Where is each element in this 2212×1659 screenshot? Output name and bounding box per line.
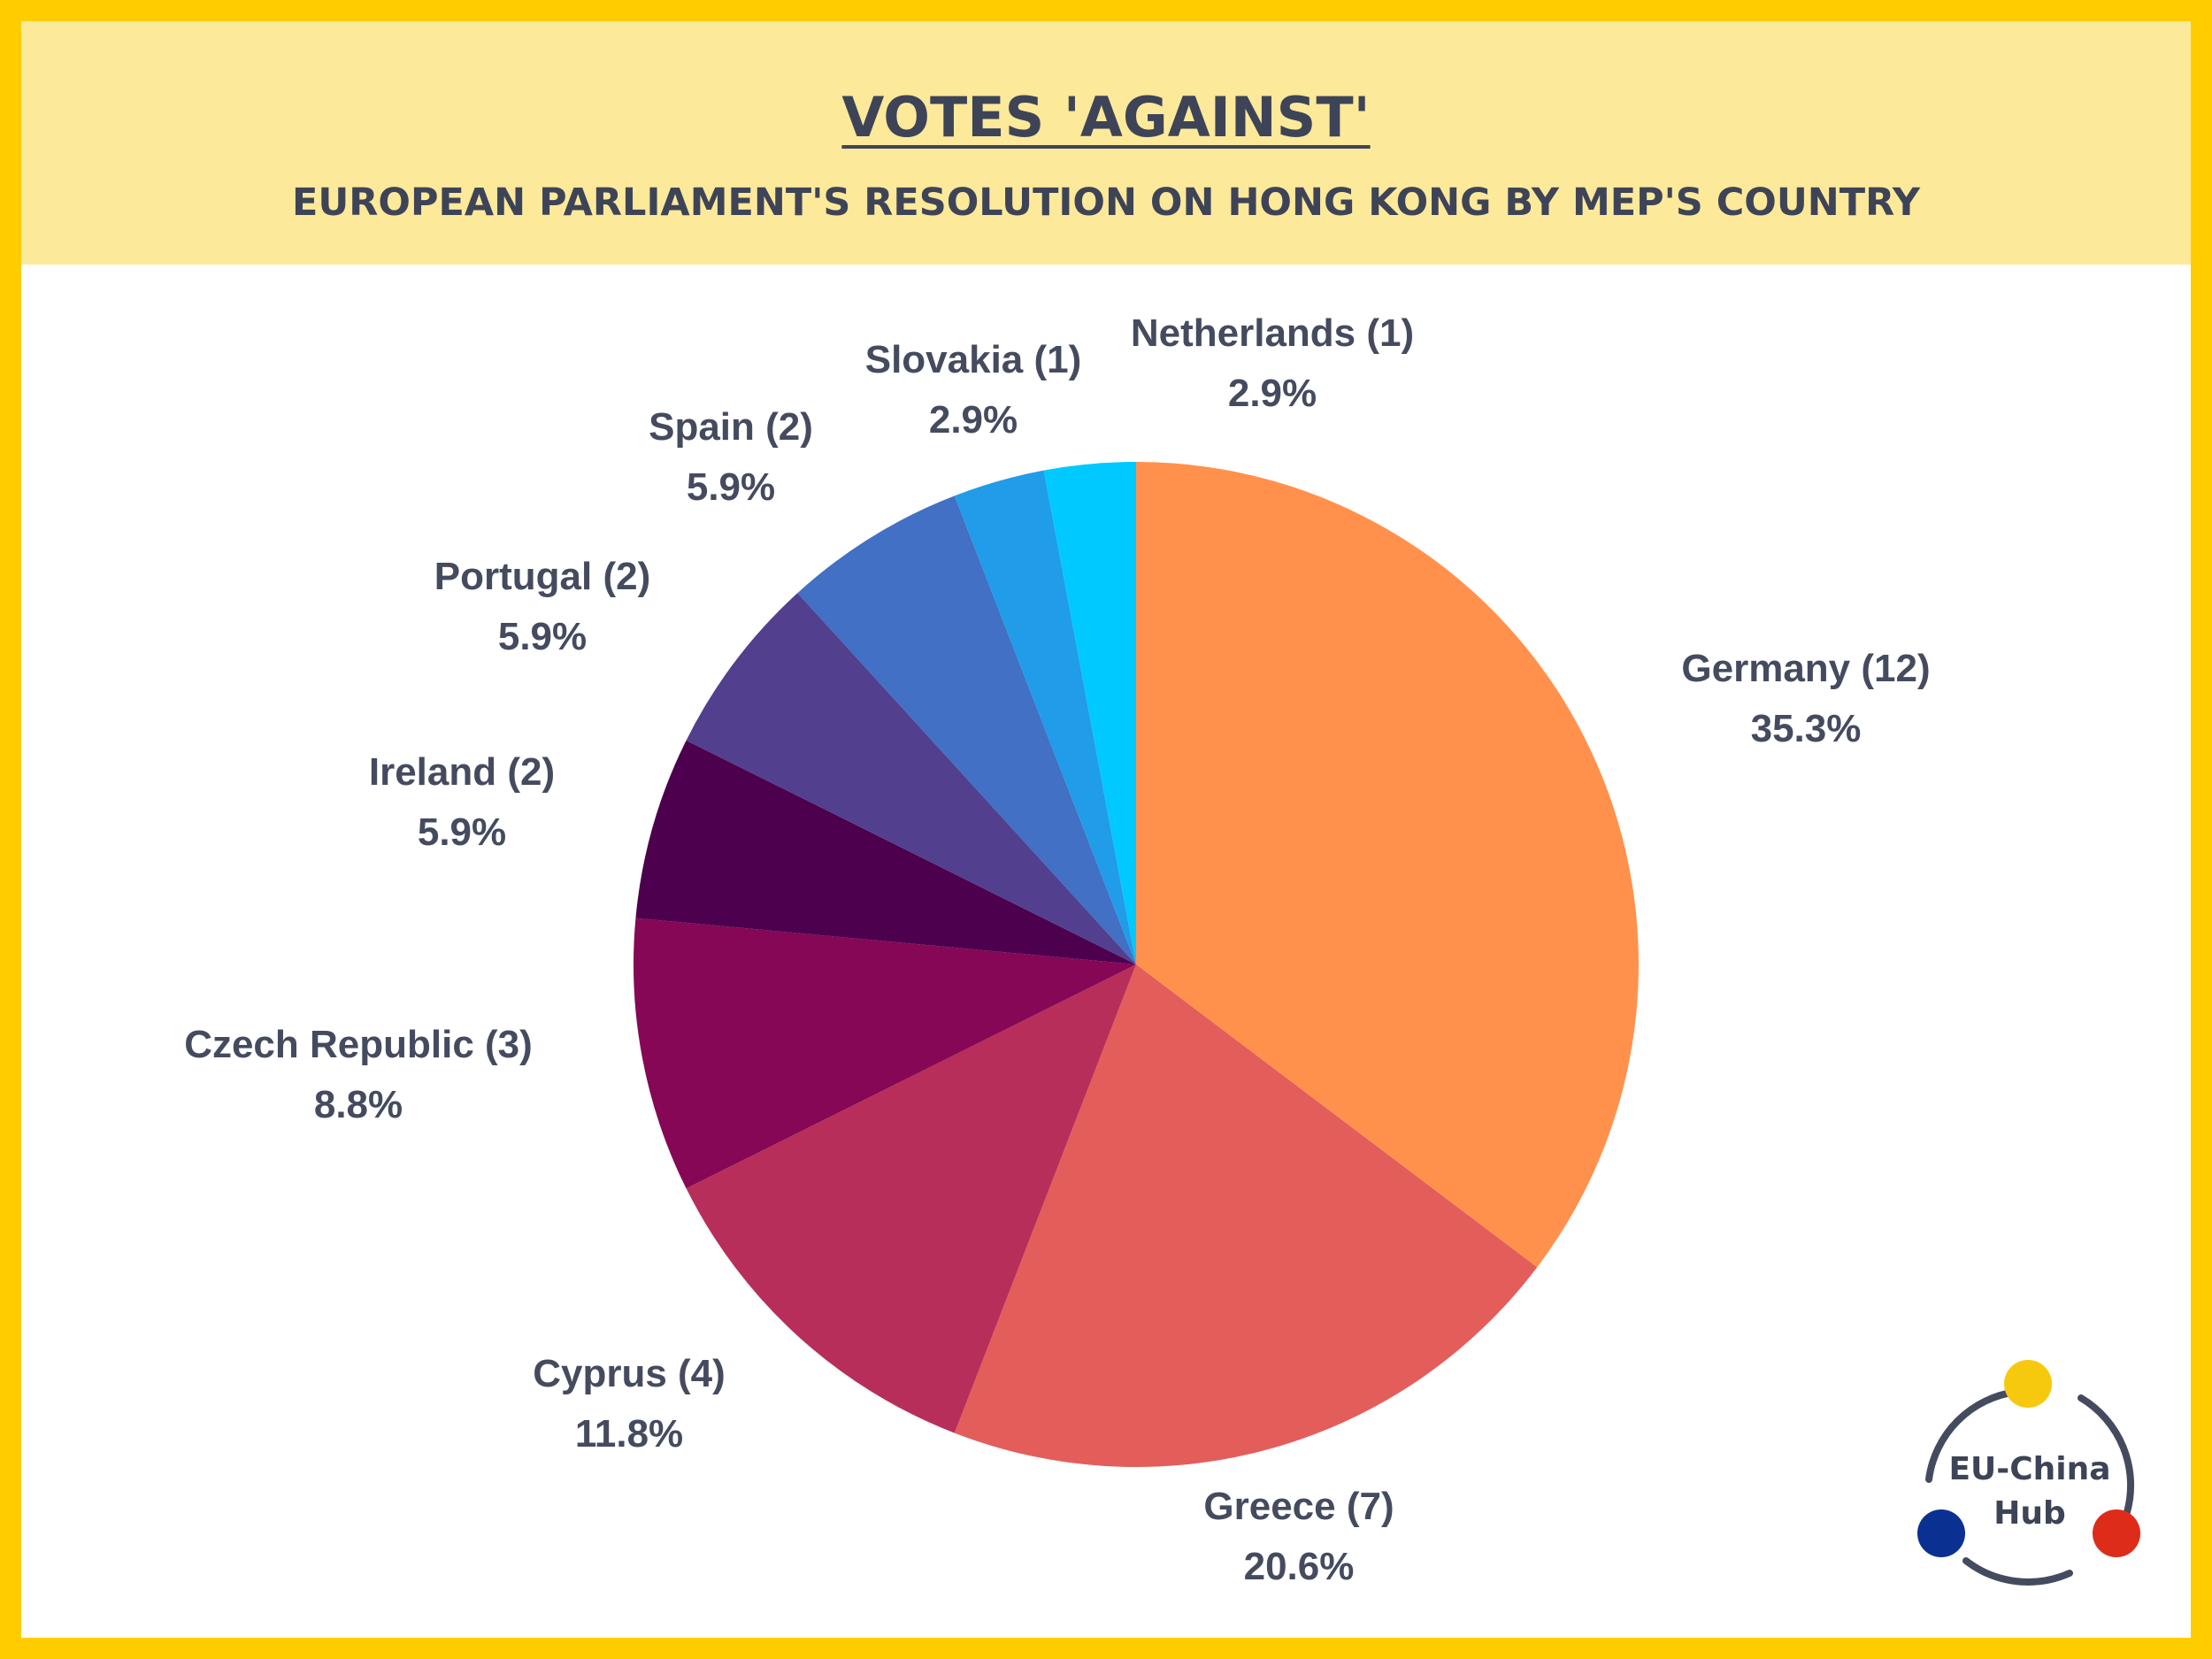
slice-percent-label: 11.8% (575, 1412, 683, 1455)
slice-percent-label: 20.6% (1244, 1545, 1355, 1588)
eu-china-hub-logo: EU-China Hub (1917, 1360, 2140, 1586)
slice-percent-label: 2.9% (929, 398, 1018, 442)
slice-percent-label: 5.9% (418, 810, 506, 854)
slice-label: Netherlands (1) (1131, 311, 1414, 355)
slice-label: Czech Republic (3) (184, 1023, 533, 1066)
slice-label: Spain (2) (649, 405, 813, 449)
slice-label: Cyprus (4) (533, 1352, 726, 1395)
slice-percent-label: 8.8% (314, 1083, 403, 1126)
logo-blue-dot (1917, 1509, 1965, 1557)
slice-label: Germany (12) (1681, 647, 1930, 690)
slice-labels: Germany (12) 35.3% Greece (7) 20.6% Cyprus (… (184, 311, 1930, 1588)
pie-slice-czech-republic (633, 918, 1136, 1189)
pie-slices (633, 462, 1639, 1467)
pie-slice-ireland (635, 740, 1136, 964)
chart-title: VOTES 'AGAINST' (841, 85, 1371, 150)
logo-ring-arc (1925, 1388, 2020, 1483)
logo-ring-arc (2078, 1394, 2134, 1516)
slice-label: Portugal (2) (434, 555, 650, 598)
pie-slice-slovakia (954, 470, 1136, 964)
pie-slice-portugal (686, 593, 1136, 964)
pie-slice-netherlands (1043, 462, 1136, 964)
pie-slice-cyprus (686, 964, 1136, 1433)
slice-label: Slovakia (1) (865, 338, 1082, 381)
header-banner: VOTES 'AGAINST' EUROPEAN PARLIAMENT'S RE… (21, 21, 2191, 265)
slice-percent-label: 5.9% (687, 465, 775, 509)
logo-ring-arc (1962, 1557, 2073, 1586)
slice-percent-label: 5.9% (498, 615, 587, 658)
slice-percent-label: 35.3% (1751, 707, 1862, 750)
pie-slice-germany (1136, 462, 1639, 1268)
slice-percent-label: 2.9% (1228, 372, 1317, 415)
pie-slice-spain (797, 495, 1136, 964)
chart-subtitle: EUROPEAN PARLIAMENT'S RESOLUTION ON HONG… (292, 180, 1920, 225)
logo-text-line1: EU-China (1948, 1451, 2110, 1487)
slice-label: Ireland (2) (369, 750, 555, 794)
slice-label: Greece (7) (1203, 1485, 1394, 1528)
logo-text-line2: Hub (1993, 1495, 2066, 1532)
pie-slice-greece (954, 964, 1538, 1467)
logo-red-dot (2093, 1509, 2140, 1557)
logo-yellow-dot (2004, 1360, 2052, 1408)
